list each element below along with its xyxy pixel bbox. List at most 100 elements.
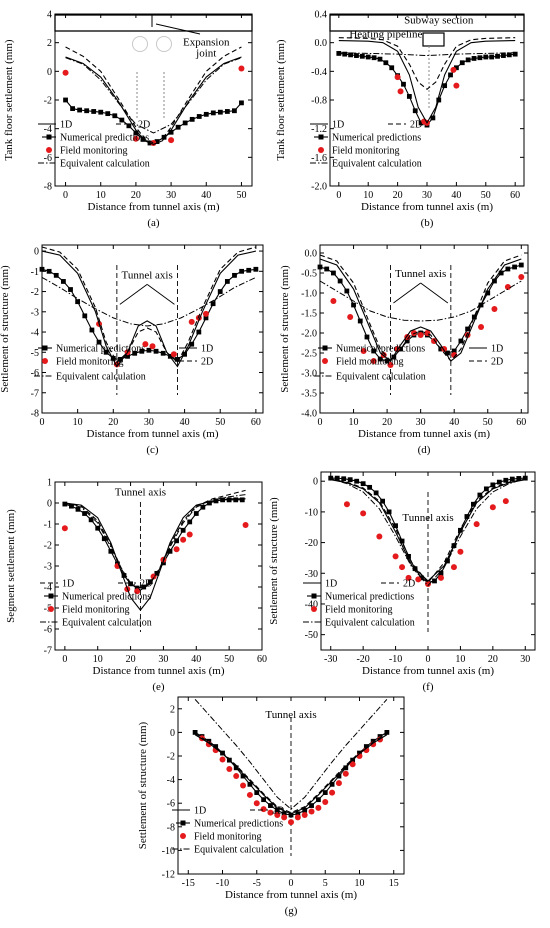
point-field-monitoring <box>274 812 281 818</box>
legend-label: Numerical predictions <box>56 344 145 355</box>
y-axis-label: Tank floor settlement (mm) <box>275 39 287 160</box>
point-field-monitoring <box>335 780 342 787</box>
point-field-monitoring <box>330 298 337 304</box>
point-field-monitoring <box>267 809 274 816</box>
point-numerical <box>503 477 509 483</box>
y-tick-label: -5 <box>31 348 39 359</box>
point-numerical <box>84 108 90 114</box>
point-numerical <box>224 109 230 114</box>
point-numerical <box>110 355 116 361</box>
legend-item: Field monitoring <box>46 146 128 157</box>
series-line-dashdot <box>194 699 388 810</box>
point-field-monitoring <box>301 812 308 818</box>
point-field-monitoring <box>392 553 399 560</box>
x-tick-label: -30 <box>324 654 337 665</box>
y-tick-label: -7 <box>31 388 39 399</box>
tunnel-right-icon <box>156 36 172 52</box>
point-numerical <box>359 53 365 59</box>
y-tick-label: -0.5 <box>301 269 317 280</box>
legend-circle-marker <box>46 147 52 153</box>
point-numerical <box>485 290 491 296</box>
legend-label: Numerical predictions <box>62 592 151 603</box>
y-tick-label: 1 <box>47 478 52 489</box>
legend-circle-marker <box>322 358 328 364</box>
expansion-joint-tank-strip <box>54 14 253 32</box>
point-field-monitoring <box>518 274 525 280</box>
point-numerical <box>75 299 81 305</box>
legend-item: Equivalent calculation <box>172 845 284 856</box>
chart-panel-6: -30 -20 -10 0 10 20 30-50-40-30-20-100Distance… <box>268 471 536 693</box>
point-numerical <box>348 52 353 58</box>
legend-label: Field monitoring <box>332 146 400 157</box>
series-line-dash <box>330 478 526 584</box>
y-tick-label: -4 <box>44 583 52 594</box>
x-tick-label: 40 <box>451 190 461 201</box>
legend-item: Field monitoring <box>180 832 262 843</box>
point-field-monitoring <box>415 576 422 583</box>
x-axis-label: Distance from tunnel axis (m) <box>361 201 493 213</box>
y-tick-label: -4 <box>44 124 52 135</box>
point-numerical <box>193 511 199 516</box>
y-tick-label: -3.5 <box>301 389 317 400</box>
legend-item: Numerical predictions <box>314 133 421 144</box>
y-axis-label: Settlement of structure (mm) <box>0 265 11 393</box>
y-tick-label: -40 <box>305 599 318 610</box>
point-numerical <box>69 503 74 509</box>
point-field-monitoring <box>202 310 209 317</box>
series-line-solid <box>330 479 526 582</box>
panel-caption: (f) <box>423 681 434 693</box>
y-axis-label: Tank floor settlement (mm) <box>3 39 15 160</box>
x-tick-label: -15 <box>182 878 195 889</box>
legend-label: Equivalent calculation <box>332 159 422 170</box>
point-numerical <box>459 60 465 66</box>
panel-caption: (d) <box>418 444 431 456</box>
point-numerical <box>377 56 383 62</box>
series-line-solid <box>319 258 522 362</box>
point-numerical <box>448 72 453 78</box>
point-numerical <box>512 264 517 270</box>
panel-caption: (g) <box>285 905 298 917</box>
point-numerical <box>438 570 444 576</box>
legend-item: Numerical predictions <box>42 133 149 144</box>
point-field-monitoring <box>425 581 431 588</box>
point-field-monitoring <box>253 800 260 807</box>
point-field-monitoring <box>150 140 157 146</box>
point-numerical <box>139 348 145 354</box>
point-numerical <box>383 60 389 66</box>
point-field-monitoring <box>397 88 404 95</box>
point-field-monitoring <box>240 782 247 789</box>
series-line-dashdot <box>41 276 257 327</box>
point-numerical <box>371 348 377 354</box>
y-tick-label: -8 <box>31 409 39 420</box>
series-line-dashdot <box>319 280 522 322</box>
point-numerical <box>401 81 406 87</box>
x-tick-label: 30 <box>422 190 432 201</box>
point-numerical <box>254 790 260 795</box>
y-tick-label: -1 <box>44 520 52 531</box>
legend-item: Equivalent calculation <box>314 372 426 383</box>
legend-label: 2D <box>272 806 284 817</box>
point-field-monitoring <box>450 66 457 73</box>
point-field-monitoring <box>308 808 315 815</box>
point-numerical <box>384 358 390 364</box>
legend-label: Equivalent calculation <box>325 618 415 629</box>
legend-item: Numerical predictions <box>307 592 414 603</box>
point-numerical <box>82 313 88 319</box>
point-numerical <box>360 481 366 487</box>
point-numerical <box>39 266 45 272</box>
legend-label: Field monitoring <box>60 146 128 157</box>
annotation-text: Tunnel axis <box>265 709 316 721</box>
series-line-solid <box>41 250 256 368</box>
x-tick-label: 10 <box>455 654 465 665</box>
x-axis-label: Distance from tunnel axis (m) <box>88 201 220 213</box>
point-numerical <box>75 506 81 512</box>
legend-item: Equivalent calculation <box>310 159 422 170</box>
legend-label: Equivalent calculation <box>194 845 284 856</box>
point-field-monitoring <box>360 348 367 354</box>
point-field-monitoring <box>342 770 349 777</box>
point-field-monitoring <box>360 510 367 517</box>
point-numerical <box>207 500 212 506</box>
legend-item: 2D <box>381 579 415 590</box>
point-numerical <box>506 52 512 58</box>
